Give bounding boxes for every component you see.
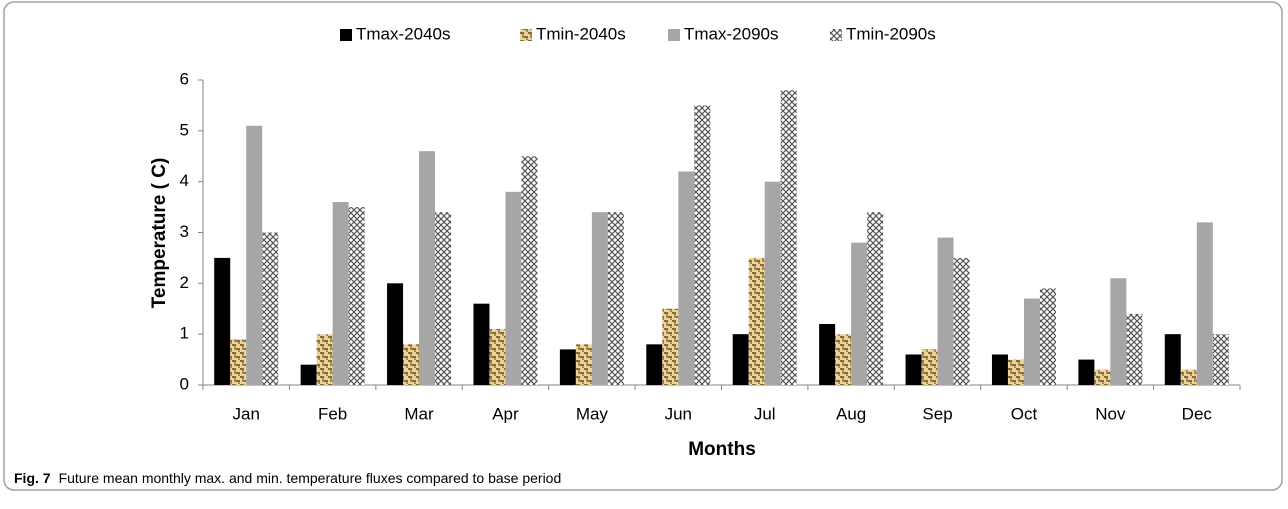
bar (780, 90, 797, 386)
y-tick-label: 5 (180, 120, 189, 139)
y-tick-label: 3 (180, 222, 189, 241)
x-tick-label: Mar (404, 404, 434, 423)
legend-label: Tmin-2040s (536, 24, 626, 43)
bar (419, 151, 436, 385)
bar (214, 257, 231, 385)
y-tick-label: 2 (180, 273, 189, 292)
x-tick-label: Feb (318, 404, 347, 423)
bar (489, 329, 506, 385)
bar (662, 308, 679, 385)
bar (1180, 369, 1197, 385)
x-tick-label: Jan (232, 404, 259, 423)
bar (867, 212, 884, 385)
bar (1126, 313, 1143, 385)
bar (332, 202, 349, 385)
bar (921, 349, 938, 385)
x-tick-label: Dec (1182, 404, 1213, 423)
x-tick-label: Sep (922, 404, 952, 423)
bar (732, 334, 749, 385)
x-tick-label: Nov (1095, 404, 1126, 423)
bar (953, 257, 970, 385)
bar (559, 349, 576, 385)
legend-label: Tmax-2090s (684, 24, 778, 43)
bar (905, 354, 922, 385)
bar (246, 125, 263, 385)
bar (835, 334, 852, 385)
bar (851, 242, 868, 385)
x-tick-label: Aug (836, 404, 866, 423)
bar (607, 212, 624, 385)
legend-swatch (830, 29, 842, 41)
bar (300, 364, 317, 385)
y-tick-label: 0 (180, 374, 189, 393)
bar (505, 191, 522, 385)
bar (1023, 298, 1040, 385)
y-tick-label: 4 (180, 171, 189, 190)
x-tick-label: Apr (492, 404, 519, 423)
bar (678, 171, 695, 385)
bar (1007, 359, 1024, 385)
bar (1039, 288, 1056, 385)
bar (387, 283, 404, 385)
bar (348, 207, 365, 385)
bar (937, 237, 954, 385)
bar (1094, 369, 1111, 385)
legend-label: Tmax-2040s (356, 24, 450, 43)
bar (748, 257, 765, 385)
bar (694, 105, 711, 386)
x-axis-label: Months (688, 439, 756, 460)
legend-swatch (668, 29, 680, 41)
bar (521, 156, 538, 385)
legend-label: Tmin-2090s (846, 24, 936, 43)
bar (1164, 334, 1181, 385)
x-tick-label: Jun (665, 404, 692, 423)
legend-swatch (520, 29, 532, 41)
bar (435, 212, 452, 385)
bar (764, 181, 781, 385)
caption-label: Fig. 7 (14, 470, 51, 486)
y-tick-label: 1 (180, 324, 189, 343)
bar (473, 303, 490, 385)
bar (230, 339, 247, 385)
bar (991, 354, 1008, 385)
y-axis-label: Temperature ( C) (149, 158, 170, 309)
caption: Fig. 7 Future mean monthly max. and min. … (14, 470, 561, 486)
x-tick-label: Oct (1011, 404, 1038, 423)
bar (819, 324, 836, 385)
x-tick-label: Jul (754, 404, 776, 423)
bar (1212, 334, 1229, 385)
bar (1078, 359, 1095, 385)
frame (3, 1, 1283, 491)
legend-swatch (340, 29, 352, 41)
bar (403, 344, 420, 385)
bar (1196, 222, 1213, 385)
caption-text: Future mean monthly max. and min. temper… (59, 470, 562, 486)
y-tick-label: 6 (180, 69, 189, 88)
x-tick-label: May (576, 404, 609, 423)
bar (646, 344, 663, 385)
bar (1110, 278, 1127, 385)
bar (316, 334, 333, 385)
bar (262, 232, 279, 385)
bar (575, 344, 592, 385)
bar (591, 212, 608, 385)
